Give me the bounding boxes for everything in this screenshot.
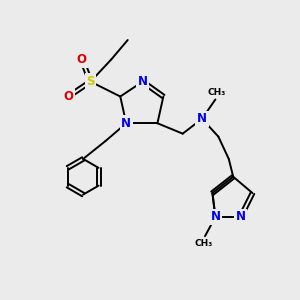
Text: N: N <box>236 210 246 224</box>
Text: N: N <box>210 210 220 224</box>
Text: CH₃: CH₃ <box>208 88 226 97</box>
Text: O: O <box>76 53 87 66</box>
Text: N: N <box>197 112 207 125</box>
Text: CH₃: CH₃ <box>194 239 213 248</box>
Text: N: N <box>121 117 131 130</box>
Text: O: O <box>63 90 73 103</box>
Text: S: S <box>86 75 95 88</box>
Text: N: N <box>138 75 148 88</box>
